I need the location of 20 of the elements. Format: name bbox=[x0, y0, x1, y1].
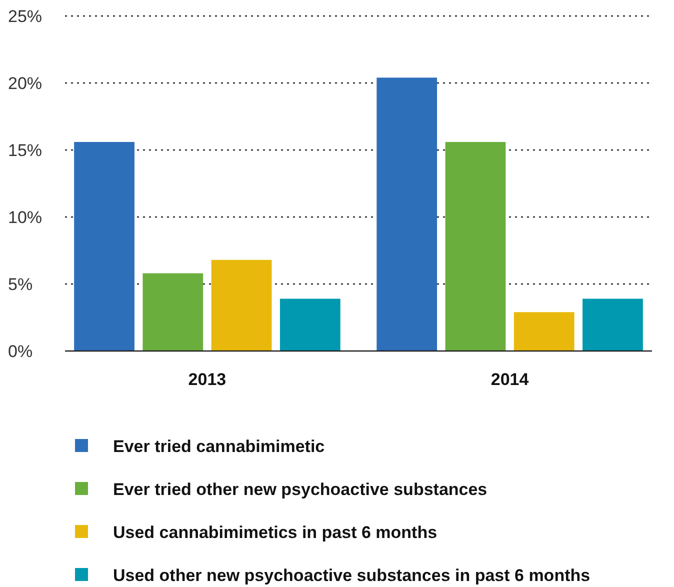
bar bbox=[142, 273, 204, 351]
y-tick-label: 25% bbox=[8, 6, 42, 26]
legend-label: Ever tried other new psychoactive substances bbox=[113, 480, 488, 499]
y-tick-label: 0% bbox=[8, 342, 33, 361]
y-tick-label: 10% bbox=[8, 208, 42, 227]
bar bbox=[582, 298, 643, 351]
legend-label: Used other new psychoactive substances in past 6 months bbox=[113, 566, 590, 585]
legend-label: Ever tried cannabimimetic bbox=[113, 436, 325, 456]
bar bbox=[514, 312, 574, 351]
x-tick-label: 2014 bbox=[490, 370, 530, 389]
y-tick-label: 5% bbox=[8, 274, 33, 294]
bar bbox=[211, 260, 272, 351]
bar bbox=[445, 142, 506, 351]
legend-label: Used cannabimimetics in past 6 months bbox=[113, 522, 438, 542]
y-tick-label: 15% bbox=[8, 140, 42, 160]
y-tick-label: 20% bbox=[8, 74, 42, 93]
bar bbox=[280, 298, 340, 351]
x-tick-label: 2013 bbox=[188, 370, 226, 389]
bar bbox=[376, 78, 438, 351]
bar bbox=[74, 142, 134, 351]
